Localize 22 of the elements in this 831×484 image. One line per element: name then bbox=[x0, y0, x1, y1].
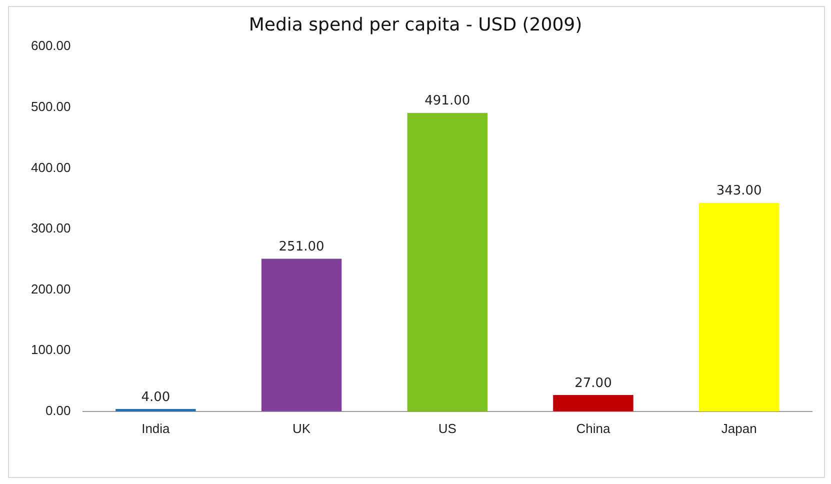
y-tick-label: 200.00 bbox=[30, 281, 71, 296]
data-label: 27.00 bbox=[574, 376, 612, 391]
chart-title: Media spend per capita - USD (2009) bbox=[248, 14, 582, 36]
data-label: 343.00 bbox=[716, 184, 762, 199]
bar bbox=[261, 258, 342, 412]
x-tick-label: Japan bbox=[721, 420, 757, 436]
data-label: 251.00 bbox=[278, 240, 324, 255]
x-tick-label: UK bbox=[292, 420, 311, 436]
data-label: 4.00 bbox=[141, 390, 170, 405]
y-tick-label: 400.00 bbox=[30, 160, 71, 175]
bar bbox=[407, 112, 488, 412]
y-tick-label: 600.00 bbox=[30, 38, 71, 54]
bar bbox=[698, 202, 780, 412]
y-tick-label: 300.00 bbox=[30, 220, 71, 236]
data-label: 491.00 bbox=[424, 94, 470, 109]
y-tick-label: 0.00 bbox=[45, 402, 71, 418]
y-tick-label: 500.00 bbox=[30, 98, 71, 114]
x-tick-label: US bbox=[438, 420, 457, 436]
x-tick-label: India bbox=[142, 420, 171, 436]
bar bbox=[553, 394, 634, 412]
x-tick-label: China bbox=[576, 420, 611, 436]
y-tick-label: 100.00 bbox=[30, 342, 71, 358]
